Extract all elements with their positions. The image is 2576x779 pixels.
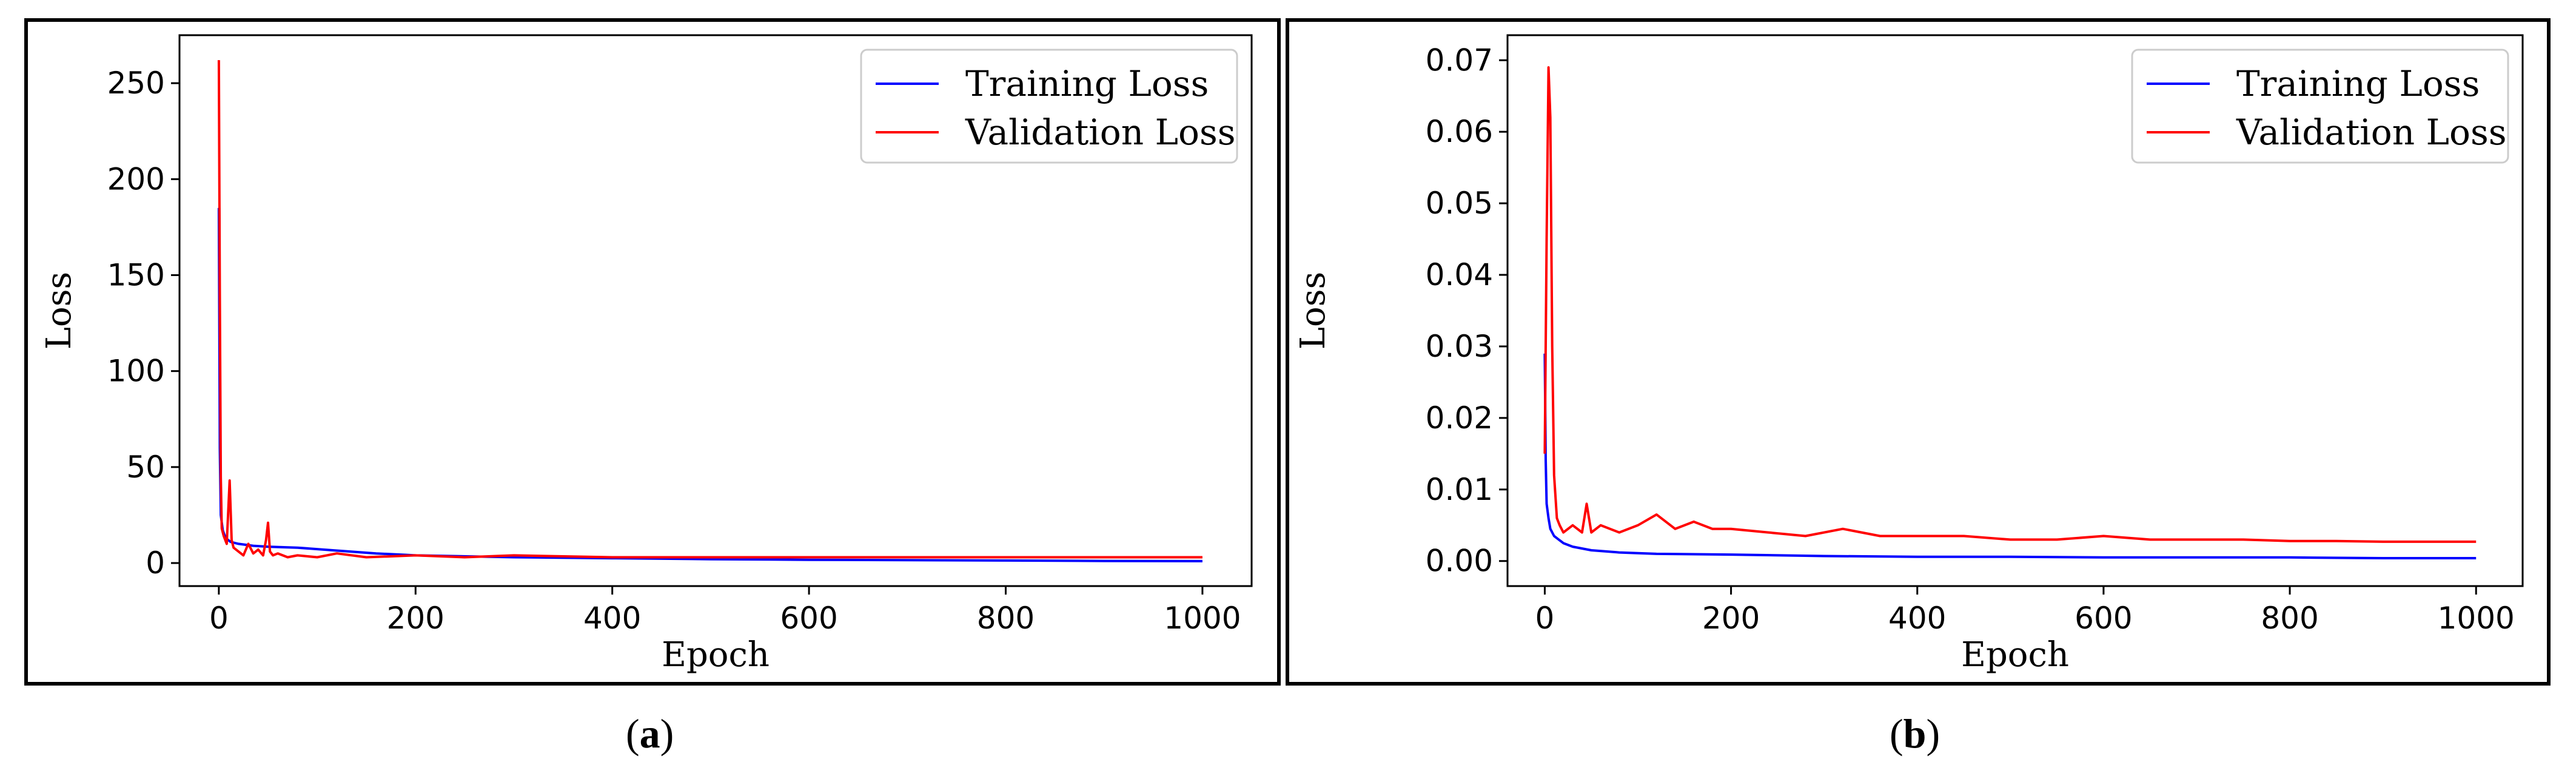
chart-b-series-training-line bbox=[1543, 353, 2477, 559]
chart-b-xlabel: Epoch bbox=[1961, 635, 2069, 675]
chart-b-ytick-label: 0.07 bbox=[1426, 42, 1493, 78]
chart-b-series-validation-line bbox=[1543, 66, 2477, 543]
chart-a-ytick-label: 150 bbox=[107, 257, 165, 292]
chart-a-xtick-label: 400 bbox=[583, 601, 641, 636]
chart-b-xtick-label: 0 bbox=[1535, 601, 1555, 636]
chart-a-xtick-label: 0 bbox=[209, 601, 229, 636]
caption-a: (a) bbox=[626, 710, 674, 757]
caption-b-letter: b bbox=[1903, 710, 1927, 757]
chart-b-xtick-label: 800 bbox=[2261, 601, 2318, 636]
chart-a-xtick-label: 1000 bbox=[1164, 601, 1241, 636]
chart-a-ylabel: Loss bbox=[39, 272, 79, 349]
chart-b-ytick-label: 0.05 bbox=[1426, 186, 1493, 221]
chart-a-xlabel: Epoch bbox=[662, 635, 770, 675]
chart-a-series-validation-line bbox=[217, 60, 1202, 559]
chart-a-ytick-label: 50 bbox=[126, 450, 165, 485]
chart-b-legend bbox=[2131, 49, 2509, 164]
chart-b-ylabel: Loss bbox=[1293, 272, 1333, 349]
chart-a-xtick-label: 800 bbox=[977, 601, 1035, 636]
caption-b: (b) bbox=[1890, 710, 1940, 757]
chart-b-ytick-label: 0.00 bbox=[1426, 544, 1493, 579]
chart-a-axes-frame bbox=[178, 34, 1253, 587]
chart-a-series-training-line bbox=[217, 207, 1202, 562]
chart-b-legend-label: Validation Loss bbox=[2236, 112, 2506, 153]
chart-a-ytick-label: 200 bbox=[107, 161, 165, 197]
chart-a-xtick-label: 600 bbox=[780, 601, 837, 636]
chart-b-ytick-label: 0.02 bbox=[1426, 400, 1493, 436]
chart-b-xtick-label: 400 bbox=[1888, 601, 1946, 636]
chart-b-xtick-label: 1000 bbox=[2438, 601, 2515, 636]
chart-b-ytick-label: 0.01 bbox=[1426, 472, 1493, 507]
chart-b-ytick-label: 0.04 bbox=[1426, 257, 1493, 292]
chart-b-xtick-label: 600 bbox=[2075, 601, 2132, 636]
chart-a-ytick-label: 0 bbox=[146, 545, 165, 581]
chart-b-axes-frame bbox=[1506, 34, 2524, 587]
chart-a-legend-label: Validation Loss bbox=[965, 112, 1235, 153]
chart-b-legend-label: Training Loss bbox=[2236, 63, 2480, 104]
panel-a: 0 200 400 600 800 1000 0 50 100 150 200 250 Epoch Los… bbox=[24, 18, 1281, 686]
caption-a-letter: a bbox=[639, 710, 660, 757]
chart-a-legend bbox=[860, 49, 1238, 164]
chart-b-ytick-label: 0.03 bbox=[1426, 329, 1493, 364]
chart-b: 0 200 400 600 800 1000 0.00 0.01 0.02 0.03 0.04 0.0… bbox=[1293, 34, 2524, 675]
panel-b: 0 200 400 600 800 1000 0.00 0.01 0.02 0.03 0.04 0.0… bbox=[1286, 18, 2551, 686]
chart-b-xtick-label: 200 bbox=[1702, 601, 1760, 636]
chart-b-ytick-label: 0.06 bbox=[1426, 114, 1493, 149]
chart-a-xtick-label: 200 bbox=[387, 601, 444, 636]
chart-a: 0 200 400 600 800 1000 0 50 100 150 200 250 Epoch Los… bbox=[39, 34, 1253, 675]
chart-a-legend-label: Training Loss bbox=[965, 63, 1209, 104]
chart-a-ytick-label: 250 bbox=[107, 66, 165, 101]
chart-a-ytick-label: 100 bbox=[107, 354, 165, 389]
